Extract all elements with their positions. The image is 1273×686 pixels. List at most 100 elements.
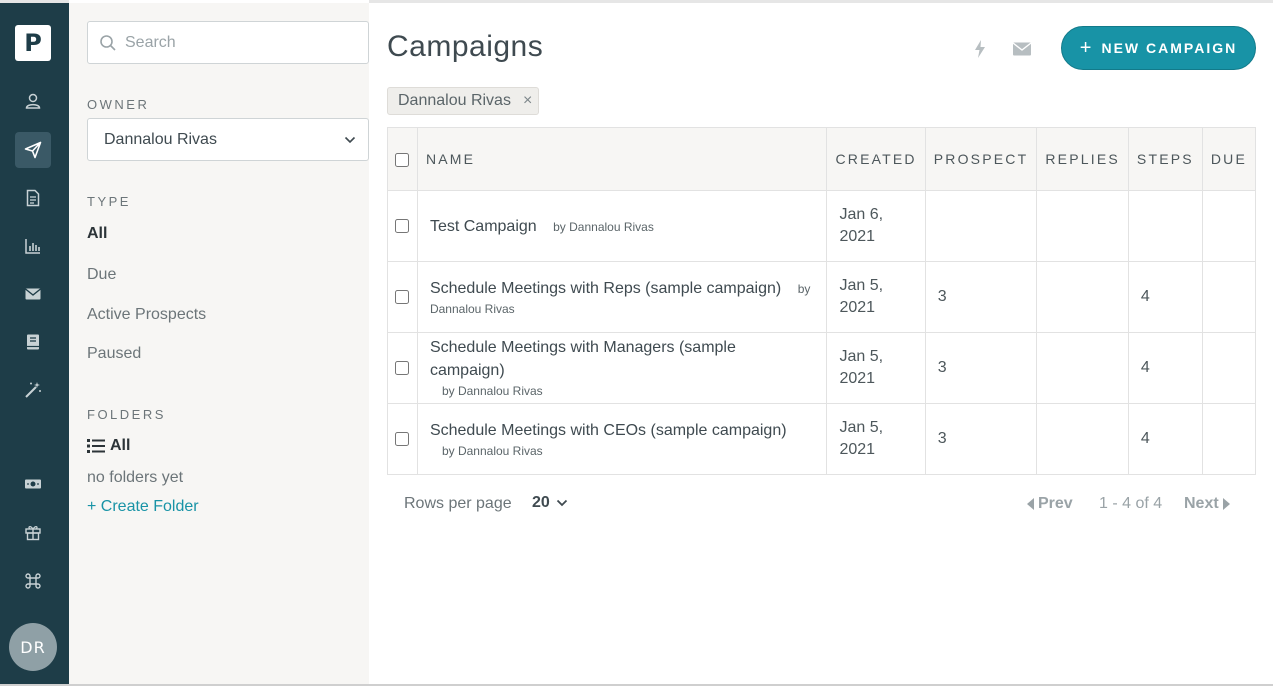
owner-label: OWNER [87,97,150,112]
emails-nav-button[interactable] [15,276,51,312]
paper-plane-icon [24,141,42,159]
reports-nav-button[interactable] [15,228,51,264]
create-folder-link[interactable]: + Create Folder [87,498,199,515]
folder-all[interactable]: All [87,437,130,455]
new-campaign-label: NEW CAMPAIGN [1101,40,1238,56]
prospects-nav-button[interactable] [15,83,51,119]
automation-nav-button[interactable] [15,372,51,408]
app-logo[interactable]: P [15,25,51,61]
campaign-created: Jan 5, 2021 [826,261,926,333]
campaign-created: Jan 5, 2021 [826,332,926,404]
gift-icon [25,526,41,541]
column-header-due[interactable]: DUE [1201,127,1257,191]
campaign-name-cell[interactable]: Test Campaign by Dannalou Rivas [416,190,828,262]
caret-left-icon [1027,498,1034,510]
caret-right-icon [1222,498,1230,510]
user-avatar[interactable]: DR [9,623,57,671]
bolt-icon [975,40,985,58]
campaign-name[interactable]: Schedule Meetings with Managers (sample … [429,339,736,379]
campaign-prospect [924,190,1038,262]
rows-per-page-value: 20 [532,494,550,511]
top-border [369,0,1273,3]
row-checkbox-cell [387,190,418,262]
search-box[interactable] [87,21,369,64]
campaign-replies [1036,332,1129,404]
campaigns-table: NAME CREATED PROSPECT REPLIES STEPS DUE … [387,127,1257,475]
campaign-name[interactable]: Test Campaign [429,217,537,235]
column-header-steps[interactable]: STEPS [1127,127,1203,191]
campaign-owner: by Dannalou Rivas [441,384,543,398]
column-header-name[interactable]: NAME [416,127,828,191]
campaign-name[interactable]: Schedule Meetings with CEOs (sample camp… [429,421,787,439]
bolt-button[interactable] [969,38,991,60]
row-checkbox[interactable] [395,360,410,375]
rows-per-page-select[interactable]: 20 [532,494,568,512]
campaign-name-cell[interactable]: Schedule Meetings with Managers (sample … [416,332,828,404]
campaign-name-cell[interactable]: Schedule Meetings with Reps (sample camp… [416,261,828,333]
campaign-name[interactable]: Schedule Meetings with Reps (sample camp… [429,279,782,297]
campaign-steps [1127,190,1203,262]
book-icon [27,334,39,350]
search-input[interactable] [125,33,345,52]
library-nav-button[interactable] [15,324,51,360]
new-campaign-button[interactable]: + NEW CAMPAIGN [1061,26,1256,70]
campaign-due [1201,332,1257,404]
campaign-steps: 4 [1127,261,1203,333]
row-checkbox[interactable] [395,218,410,233]
table-row[interactable]: Schedule Meetings with Managers (sample … [387,332,1257,404]
select-all-cell [387,127,418,191]
row-checkbox[interactable] [395,289,410,304]
type-filter-active-prospects[interactable]: Active Prospects [87,306,207,323]
folders-label: FOLDERS [87,407,166,422]
magic-wand-icon [25,382,41,398]
type-filter-due[interactable]: Due [87,266,117,283]
campaign-name-cell[interactable]: Schedule Meetings with CEOs (sample camp… [416,403,828,475]
campaigns-nav-button[interactable] [15,132,51,168]
money-icon [25,479,41,489]
campaign-created: Jan 6, 2021 [826,190,926,262]
templates-nav-button[interactable] [15,180,51,216]
table-header-row: NAME CREATED PROSPECT REPLIES STEPS DUE [387,127,1257,191]
icon-rail: P DR [0,0,69,686]
billing-nav-button[interactable] [15,466,51,502]
campaign-replies [1036,403,1129,475]
chevron-down-icon [344,136,356,143]
page-range: 1 - 4 of 4 [1099,495,1163,512]
row-checkbox[interactable] [395,431,410,446]
plus-icon: + [1079,36,1092,59]
person-icon [25,93,41,109]
campaign-owner: by Dannalou Rivas [429,281,811,316]
envelope-icon [1012,42,1032,56]
email-button[interactable] [1011,38,1033,60]
campaign-prospect: 3 [924,332,1038,404]
prev-page-button[interactable]: Prev [1027,495,1073,513]
row-checkbox-cell [387,403,418,475]
campaign-replies [1036,190,1129,262]
command-icon [25,573,41,589]
column-header-created[interactable]: CREATED [826,127,926,191]
column-header-replies[interactable]: REPLIES [1036,127,1129,191]
referral-nav-button[interactable] [15,514,51,550]
filter-sidebar: OWNER Dannalou Rivas TYPE All Due Active… [69,3,369,686]
campaign-replies [1036,261,1129,333]
column-header-prospect[interactable]: PROSPECT [924,127,1038,191]
campaign-prospect: 3 [924,403,1038,475]
type-filter-all[interactable]: All [87,225,108,242]
owner-filter-chip: Dannalou Rivas × [387,87,540,115]
shortcuts-nav-button[interactable] [15,563,51,599]
table-row[interactable]: Test Campaign by Dannalou Rivas Jan 6, 2… [387,190,1257,262]
row-checkbox-cell [387,332,418,404]
campaign-prospect: 3 [924,261,1038,333]
owner-select[interactable]: Dannalou Rivas [87,118,369,161]
document-icon [26,189,40,207]
chip-remove-icon[interactable]: × [522,92,533,109]
type-filter-paused[interactable]: Paused [87,345,142,362]
table-row[interactable]: Schedule Meetings with Reps (sample camp… [387,261,1257,333]
chip-label: Dannalou Rivas [398,92,511,109]
bar-chart-icon [25,239,40,254]
table-row[interactable]: Schedule Meetings with CEOs (sample camp… [387,403,1257,475]
envelope-icon [25,288,41,300]
campaign-owner: by Dannalou Rivas [441,443,543,458]
next-page-button[interactable]: Next [1184,495,1230,513]
select-all-checkbox[interactable] [395,153,410,168]
